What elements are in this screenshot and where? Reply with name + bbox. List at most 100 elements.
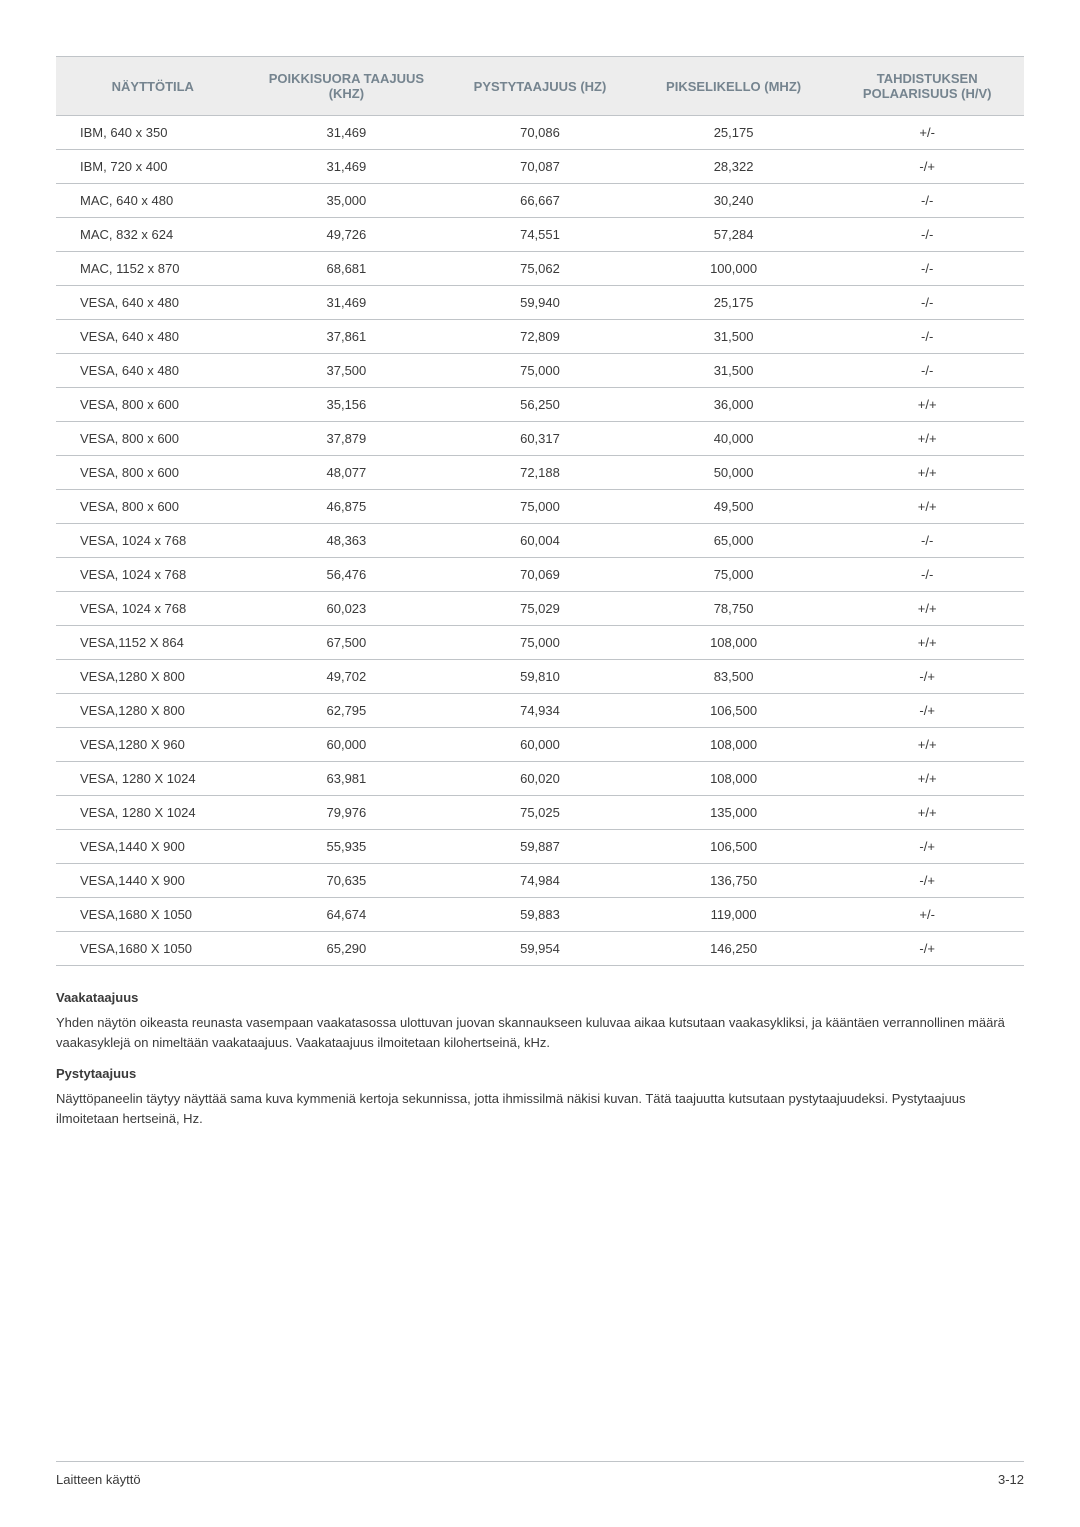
cell-sync: -/+ xyxy=(830,864,1024,898)
cell-sync: -/- xyxy=(830,184,1024,218)
table-row: IBM, 640 x 35031,46970,08625,175+/- xyxy=(56,116,1024,150)
table-row: VESA, 640 x 48031,46959,94025,175-/- xyxy=(56,286,1024,320)
cell-mode: VESA,1280 X 960 xyxy=(56,728,250,762)
horizontal-frequency-section: Vaakataajuus Yhden näytön oikeasta reuna… xyxy=(56,990,1024,1052)
cell-pixel: 106,500 xyxy=(637,830,831,864)
cell-vfreq: 59,887 xyxy=(443,830,637,864)
header-pixel: PIKSELIKELLO (MHZ) xyxy=(637,57,831,116)
cell-pixel: 146,250 xyxy=(637,932,831,966)
table-row: VESA, 640 x 48037,50075,00031,500-/- xyxy=(56,354,1024,388)
cell-mode: VESA, 640 x 480 xyxy=(56,354,250,388)
cell-mode: IBM, 720 x 400 xyxy=(56,150,250,184)
cell-vfreq: 60,317 xyxy=(443,422,637,456)
table-row: MAC, 832 x 62449,72674,55157,284-/- xyxy=(56,218,1024,252)
cell-hfreq: 62,795 xyxy=(250,694,444,728)
cell-mode: VESA,1440 X 900 xyxy=(56,864,250,898)
cell-pixel: 36,000 xyxy=(637,388,831,422)
cell-vfreq: 75,029 xyxy=(443,592,637,626)
cell-mode: VESA, 640 x 480 xyxy=(56,286,250,320)
cell-mode: MAC, 640 x 480 xyxy=(56,184,250,218)
cell-sync: -/- xyxy=(830,524,1024,558)
cell-pixel: 28,322 xyxy=(637,150,831,184)
cell-pixel: 31,500 xyxy=(637,354,831,388)
header-mode: NÄYTTÖTILA xyxy=(56,57,250,116)
cell-vfreq: 70,086 xyxy=(443,116,637,150)
vertical-frequency-section: Pystytaajuus Näyttöpaneelin täytyy näytt… xyxy=(56,1066,1024,1128)
cell-vfreq: 70,069 xyxy=(443,558,637,592)
cell-mode: VESA,1440 X 900 xyxy=(56,830,250,864)
cell-hfreq: 49,726 xyxy=(250,218,444,252)
cell-pixel: 75,000 xyxy=(637,558,831,592)
cell-sync: -/- xyxy=(830,218,1024,252)
cell-hfreq: 55,935 xyxy=(250,830,444,864)
cell-pixel: 108,000 xyxy=(637,762,831,796)
table-row: VESA,1440 X 90070,63574,984136,750-/+ xyxy=(56,864,1024,898)
cell-vfreq: 59,883 xyxy=(443,898,637,932)
cell-sync: -/+ xyxy=(830,830,1024,864)
table-row: VESA, 800 x 60048,07772,18850,000+/+ xyxy=(56,456,1024,490)
cell-pixel: 25,175 xyxy=(637,286,831,320)
footer-right: 3-12 xyxy=(998,1472,1024,1487)
cell-mode: VESA, 1024 x 768 xyxy=(56,592,250,626)
cell-hfreq: 35,156 xyxy=(250,388,444,422)
cell-sync: +/+ xyxy=(830,626,1024,660)
cell-vfreq: 59,954 xyxy=(443,932,637,966)
table-row: VESA, 1024 x 76860,02375,02978,750+/+ xyxy=(56,592,1024,626)
cell-sync: +/+ xyxy=(830,422,1024,456)
cell-mode: VESA, 1280 X 1024 xyxy=(56,762,250,796)
vertical-frequency-title: Pystytaajuus xyxy=(56,1066,1024,1081)
cell-vfreq: 70,087 xyxy=(443,150,637,184)
table-row: VESA,1280 X 80049,70259,81083,500-/+ xyxy=(56,660,1024,694)
cell-sync: -/+ xyxy=(830,694,1024,728)
cell-hfreq: 46,875 xyxy=(250,490,444,524)
cell-pixel: 106,500 xyxy=(637,694,831,728)
cell-vfreq: 59,940 xyxy=(443,286,637,320)
table-row: VESA, 1280 X 102479,97675,025135,000+/+ xyxy=(56,796,1024,830)
cell-pixel: 108,000 xyxy=(637,626,831,660)
table-row: VESA, 1024 x 76848,36360,00465,000-/- xyxy=(56,524,1024,558)
cell-sync: +/- xyxy=(830,898,1024,932)
cell-hfreq: 48,077 xyxy=(250,456,444,490)
cell-pixel: 119,000 xyxy=(637,898,831,932)
table-body: IBM, 640 x 35031,46970,08625,175+/-IBM, … xyxy=(56,116,1024,966)
table-row: VESA,1280 X 96060,00060,000108,000+/+ xyxy=(56,728,1024,762)
table-row: MAC, 640 x 48035,00066,66730,240-/- xyxy=(56,184,1024,218)
cell-sync: +/+ xyxy=(830,592,1024,626)
cell-hfreq: 49,702 xyxy=(250,660,444,694)
cell-pixel: 136,750 xyxy=(637,864,831,898)
table-row: VESA, 800 x 60046,87575,00049,500+/+ xyxy=(56,490,1024,524)
cell-mode: VESA, 640 x 480 xyxy=(56,320,250,354)
cell-hfreq: 56,476 xyxy=(250,558,444,592)
cell-sync: -/- xyxy=(830,354,1024,388)
table-row: IBM, 720 x 40031,46970,08728,322-/+ xyxy=(56,150,1024,184)
cell-vfreq: 74,984 xyxy=(443,864,637,898)
cell-pixel: 65,000 xyxy=(637,524,831,558)
table-row: VESA, 640 x 48037,86172,80931,500-/- xyxy=(56,320,1024,354)
cell-sync: +/+ xyxy=(830,762,1024,796)
cell-hfreq: 65,290 xyxy=(250,932,444,966)
cell-mode: VESA, 1280 X 1024 xyxy=(56,796,250,830)
cell-sync: -/- xyxy=(830,558,1024,592)
cell-pixel: 57,284 xyxy=(637,218,831,252)
cell-vfreq: 75,000 xyxy=(443,490,637,524)
cell-hfreq: 48,363 xyxy=(250,524,444,558)
cell-hfreq: 37,500 xyxy=(250,354,444,388)
cell-hfreq: 60,023 xyxy=(250,592,444,626)
cell-vfreq: 60,020 xyxy=(443,762,637,796)
cell-mode: VESA, 800 x 600 xyxy=(56,422,250,456)
cell-sync: -/+ xyxy=(830,932,1024,966)
cell-hfreq: 67,500 xyxy=(250,626,444,660)
table-header-row: NÄYTTÖTILA POIKKISUORA TAAJUUS (KHZ) PYS… xyxy=(56,57,1024,116)
cell-hfreq: 31,469 xyxy=(250,286,444,320)
table-row: VESA,1280 X 80062,79574,934106,500-/+ xyxy=(56,694,1024,728)
cell-vfreq: 60,004 xyxy=(443,524,637,558)
cell-pixel: 25,175 xyxy=(637,116,831,150)
cell-vfreq: 75,062 xyxy=(443,252,637,286)
cell-mode: VESA, 1024 x 768 xyxy=(56,558,250,592)
cell-hfreq: 64,674 xyxy=(250,898,444,932)
cell-sync: -/- xyxy=(830,286,1024,320)
table-row: VESA, 800 x 60035,15656,25036,000+/+ xyxy=(56,388,1024,422)
cell-hfreq: 37,861 xyxy=(250,320,444,354)
cell-vfreq: 60,000 xyxy=(443,728,637,762)
table-row: MAC, 1152 x 87068,68175,062100,000-/- xyxy=(56,252,1024,286)
